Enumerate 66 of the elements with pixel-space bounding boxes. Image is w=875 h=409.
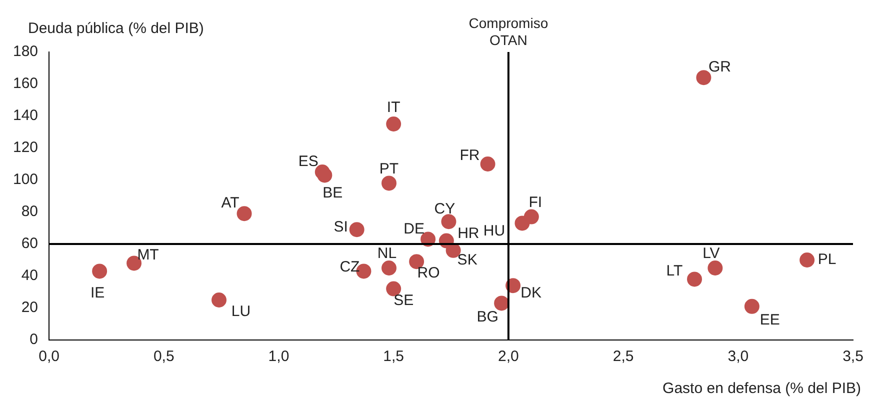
y-tick-label: 120: [12, 139, 38, 156]
x-tick-label: 3,5: [842, 348, 864, 366]
annotation: SK: [457, 252, 478, 269]
annotation: DE: [404, 220, 424, 238]
annotation: PT: [379, 160, 399, 178]
point: [212, 292, 227, 308]
annotation: BE: [322, 184, 343, 202]
annotation: IE: [90, 284, 105, 302]
point: [92, 264, 108, 279]
y-tick-label: 0: [30, 331, 38, 348]
y-tick-label: 20: [21, 299, 38, 316]
annotation: GR: [708, 58, 732, 76]
x-tick-label: 0,5: [153, 348, 174, 366]
annotation: EE: [760, 312, 780, 329]
annotation: FR: [460, 147, 480, 164]
x-tick-label: 2,5: [612, 348, 634, 366]
annotation: DK: [520, 284, 542, 302]
y-tick-label: 180: [12, 43, 38, 60]
point: [381, 260, 396, 276]
point: [800, 252, 815, 268]
annotation: LU: [231, 303, 251, 320]
annotation: IT: [386, 99, 400, 116]
point: [744, 298, 760, 314]
y-tick-label: 160: [12, 75, 38, 92]
annotation: AT: [221, 194, 240, 212]
y-tick-label: 100: [12, 171, 38, 188]
annotation: NL: [377, 245, 397, 262]
point: [441, 214, 456, 230]
annotation: PL: [818, 251, 836, 268]
point: [708, 260, 723, 276]
annotation: HR: [458, 224, 480, 242]
point: [480, 156, 496, 172]
annotation: CZ: [340, 258, 360, 276]
x-tick-label: 2,0: [498, 348, 519, 366]
annotation: BG: [476, 308, 498, 326]
y-tick-label: 140: [12, 107, 38, 124]
point: [524, 209, 539, 224]
point: [317, 168, 332, 183]
point: [381, 176, 396, 191]
annotation: CY: [434, 200, 456, 218]
ref-line-label: Compromiso OTAN: [468, 14, 548, 48]
x-axis-title: Gasto en defensa (% del PIB): [662, 380, 861, 397]
point: [349, 222, 364, 238]
x-tick-label: 1,5: [383, 348, 404, 366]
y-tick-label: 40: [21, 267, 38, 284]
point: [386, 281, 402, 296]
x-tick-label: 3,0: [728, 348, 749, 366]
point: [696, 70, 712, 86]
annotation: LT: [666, 262, 683, 280]
point: [494, 296, 510, 311]
point: [687, 272, 702, 287]
annotation: LV: [702, 245, 720, 262]
annotation: HU: [483, 222, 506, 240]
annotation: RO: [417, 264, 440, 282]
point: [386, 116, 402, 132]
annotation: SI: [334, 218, 348, 236]
annotation: ES: [298, 153, 318, 170]
point: [236, 206, 252, 222]
annotation: SE: [394, 292, 414, 309]
annotation: MT: [137, 246, 159, 264]
annotation: FI: [528, 194, 542, 211]
x-tick-label: 0,0: [38, 348, 60, 366]
x-tick-label: 1,0: [268, 348, 290, 366]
y-tick-label: 60: [21, 235, 38, 252]
y-tick-label: 80: [21, 203, 38, 220]
y-axis-title: Deuda pública (% del PIB): [28, 20, 204, 37]
